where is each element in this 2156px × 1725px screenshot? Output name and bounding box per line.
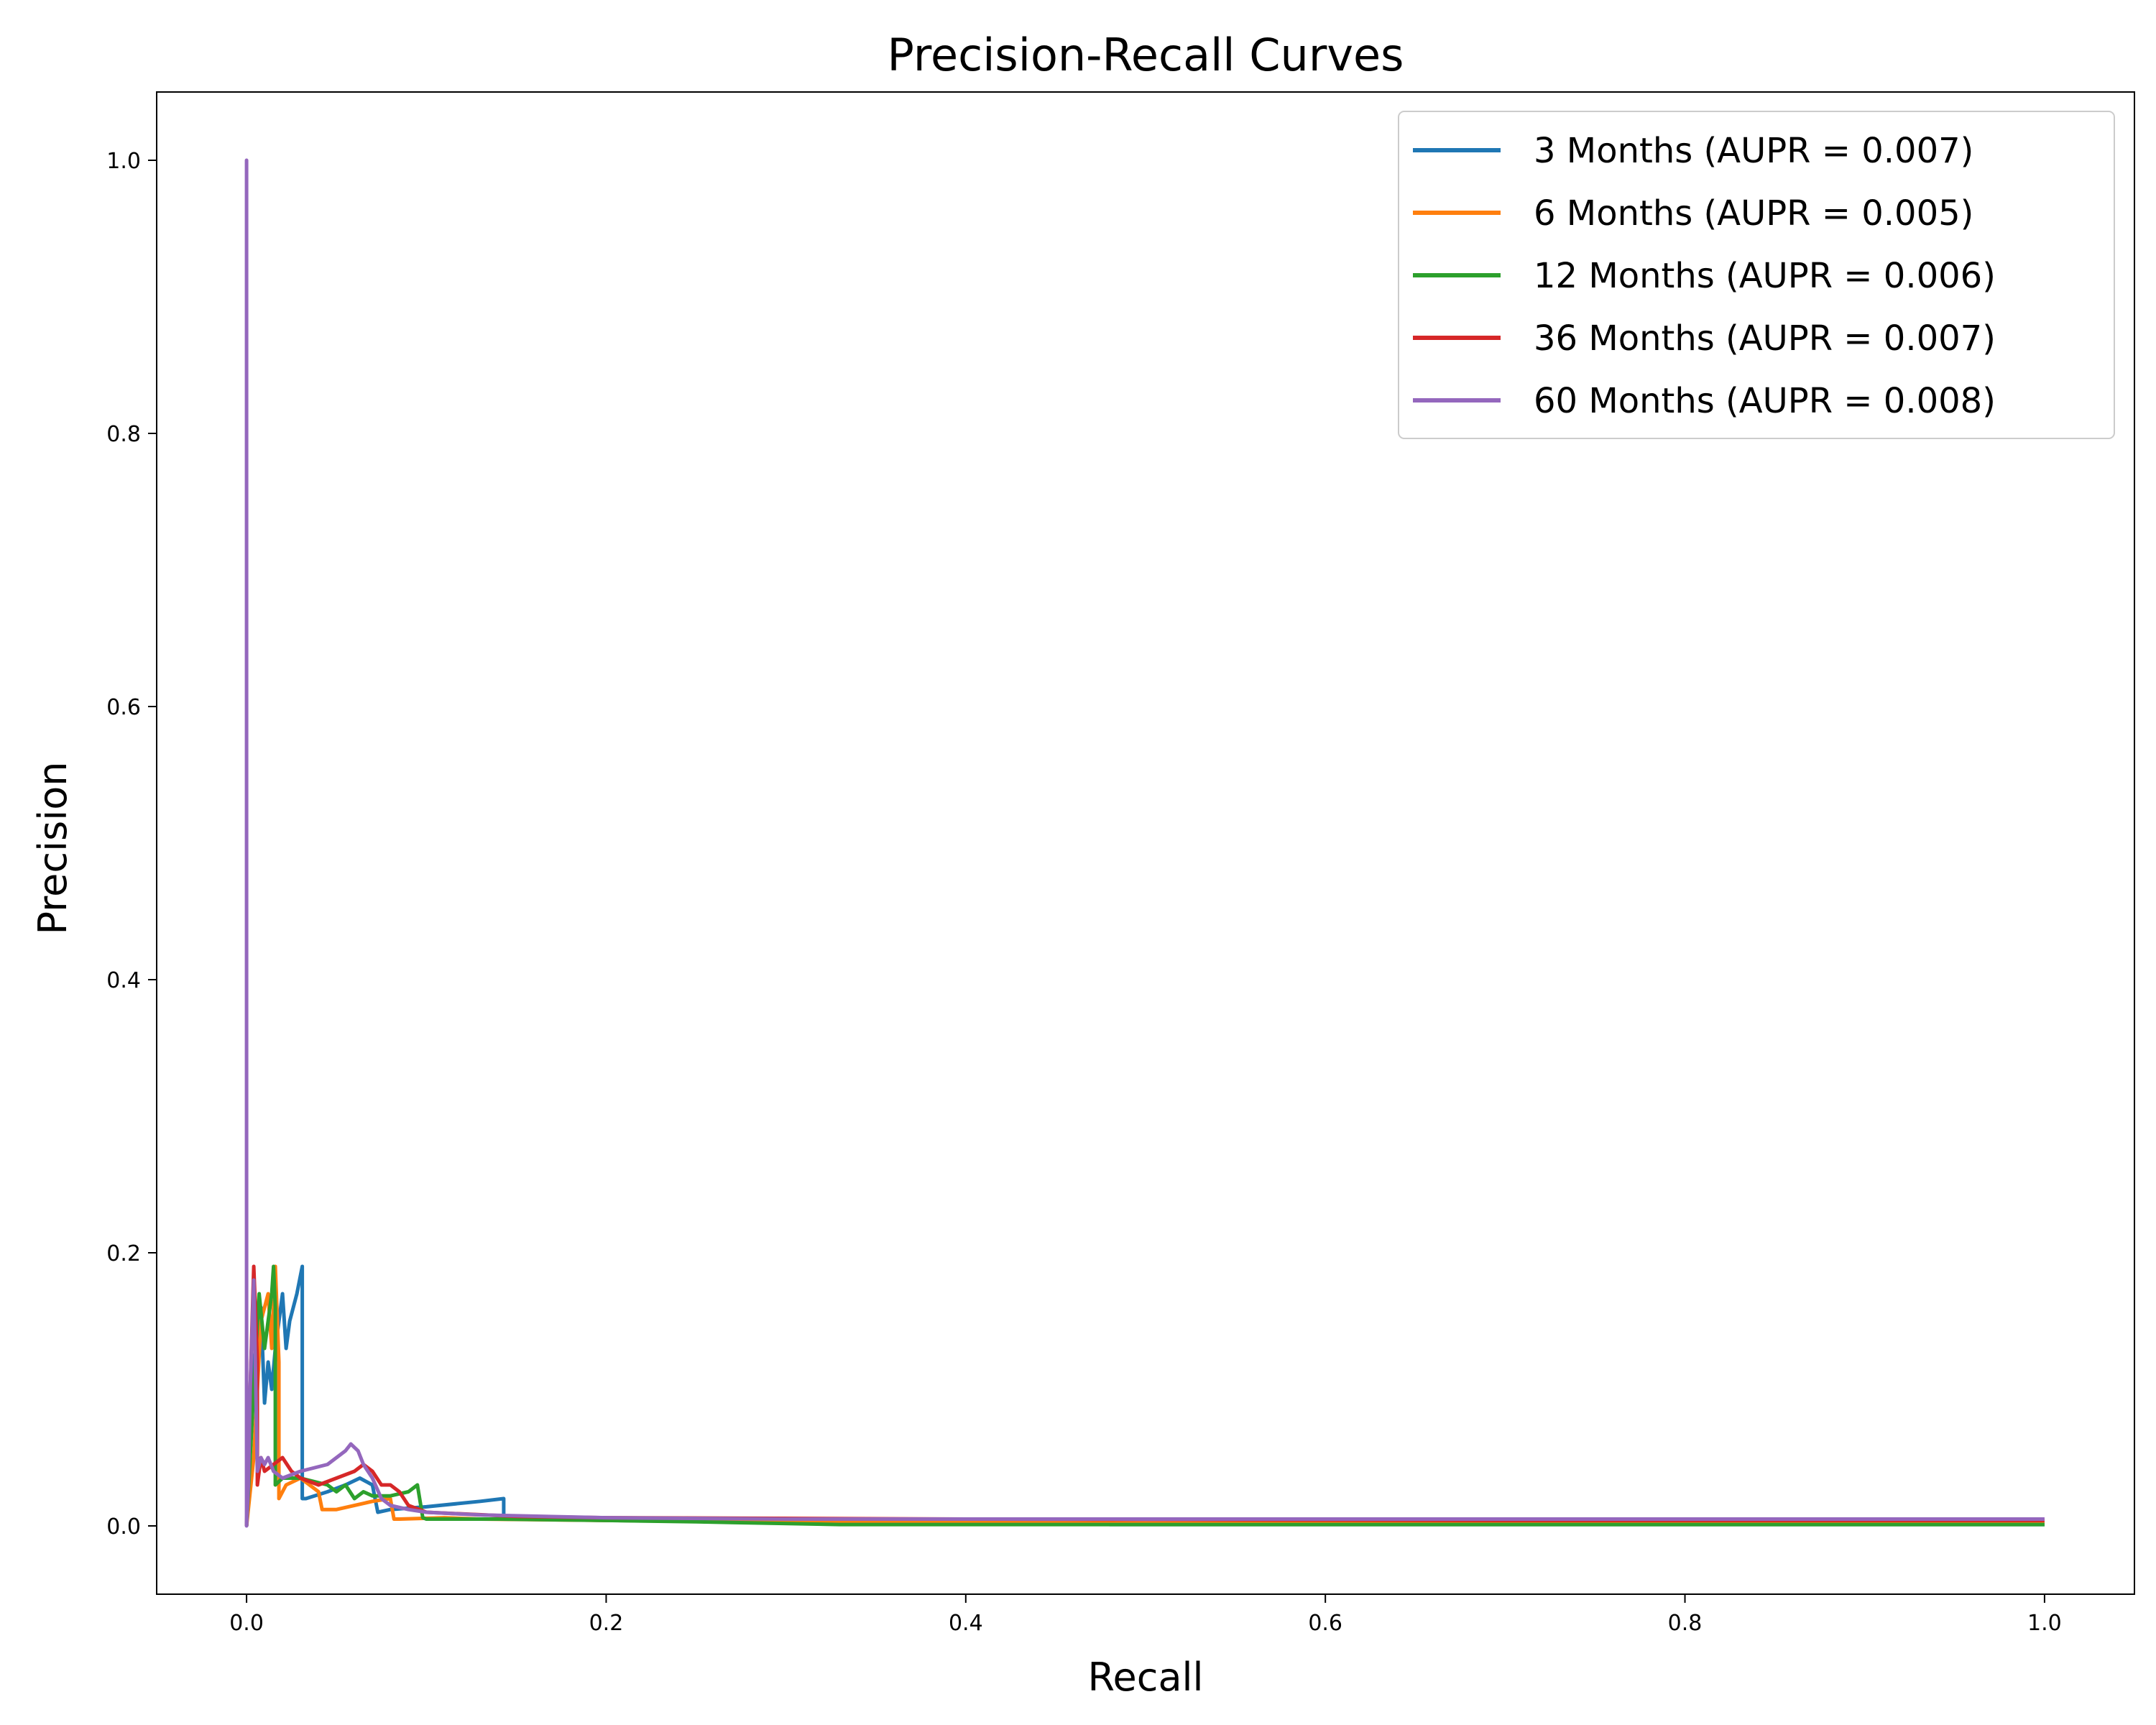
- series-line-3: [244, 1264, 2045, 1527]
- legend-box: [1398, 111, 2115, 439]
- y-axis-label: Precision: [30, 762, 75, 935]
- x-tick-label: 0.6: [1308, 1611, 1342, 1636]
- axes-frame: [156, 91, 2135, 1595]
- y-tick-label: 0.8: [106, 422, 141, 447]
- y-tick-label: 0.4: [106, 968, 141, 993]
- x-tick-label: 0.4: [949, 1611, 983, 1636]
- y-tick-label: 0.2: [106, 1241, 141, 1266]
- series-line-5: [244, 158, 2045, 1528]
- legend-label-3: 12 Months (AUPR = 0.006): [1534, 256, 1996, 296]
- x-tick-label: 0.2: [589, 1611, 624, 1636]
- y-tick-label: 1.0: [106, 149, 141, 174]
- legend-label-5: 60 Months (AUPR = 0.008): [1534, 381, 1996, 421]
- chart-title: Precision-Recall Curves: [888, 29, 1404, 81]
- y-tick-label: 0.0: [106, 1514, 141, 1540]
- y-tick-label: 0.6: [106, 695, 141, 720]
- x-tick-label: 0.0: [229, 1611, 264, 1636]
- legend-label-2: 6 Months (AUPR = 0.005): [1534, 193, 1973, 234]
- legend-label-4: 36 Months (AUPR = 0.007): [1534, 318, 1996, 359]
- x-axis-label: Recall: [1087, 1655, 1203, 1700]
- series-lines: [244, 158, 2045, 1528]
- y-axis: 0.0 0.2 0.4 0.6 0.8 1.0: [106, 149, 157, 1540]
- x-axis: 0.0 0.2 0.4 0.6 0.8 1.0: [229, 1594, 2062, 1636]
- x-tick-label: 0.8: [1668, 1611, 1703, 1636]
- plot-area: [156, 91, 2135, 1595]
- x-tick-label: 1.0: [2027, 1611, 2062, 1636]
- legend: 3 Months (AUPR = 0.007) 6 Months (AUPR = …: [1398, 111, 2115, 439]
- legend-label-1: 3 Months (AUPR = 0.007): [1534, 131, 1973, 171]
